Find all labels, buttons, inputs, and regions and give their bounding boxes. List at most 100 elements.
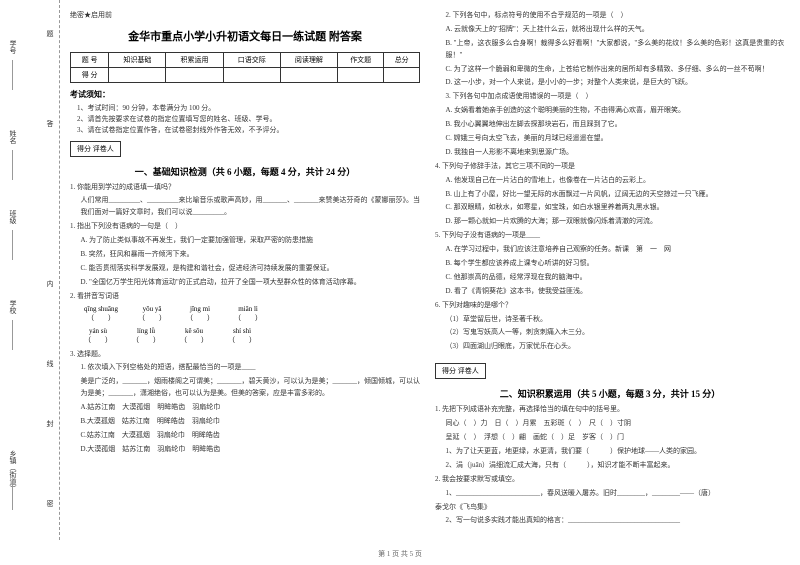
- page-right-column: 2. 下列各句中，标点符号的使用不合乎规范的一项是（ ） A. 云就像天上的"招…: [435, 10, 785, 530]
- q3-opt: C.姑苏江南 大漠孤烟 羽扇纶巾 明眸皓齿: [70, 430, 420, 442]
- opt: A. 女娲看着她亲手创造的这个聪明美丽的生物，不由得满心欢喜，眉开眼笑。: [435, 105, 785, 117]
- pinyin: yán sù: [89, 327, 107, 335]
- sidebar-dash: 密: [45, 500, 55, 507]
- page-footer: 第 1 页 共 5 页: [0, 549, 800, 559]
- table-row: 得 分: [71, 68, 420, 83]
- sidebar-line: [12, 480, 13, 510]
- q1b: 1. 指出下列没有语病的一句是（ ）: [70, 221, 420, 233]
- opt: B. 每个学生都应该养成上课专心听讲的好习惯。: [435, 258, 785, 270]
- th: 积累运用: [166, 53, 223, 68]
- sidebar-line: [12, 320, 13, 350]
- q1-opt: D. "全国亿万学生阳光体育运动"的正式启动，拉开了全国一项大型群众性的体育活动…: [70, 277, 420, 289]
- q1-body: 人们常用_________、_________来比喻音乐或歌声高妙，用_____…: [70, 195, 420, 219]
- td: [338, 68, 384, 83]
- notice-item: 1、考试时间：90 分钟，本卷满分为 100 分。: [70, 103, 420, 114]
- opt: D. 这一小步，对一个人来说，是小小的一步；对整个人类来说，是巨大的飞跃。: [435, 77, 785, 89]
- q3: 3. 选择题。: [70, 349, 420, 361]
- notice-head: 考试须知：: [70, 89, 420, 100]
- sidebar-dash: 内: [45, 280, 55, 287]
- pinyin: yōu yǎ: [143, 305, 162, 313]
- opt: C. 那双眼睛，如秋水，如寒星，如宝珠，如白水银里养着两丸黑水银。: [435, 202, 785, 214]
- pinyin-row: yán sù（ ） líng lǜ（ ） kě sǒu（ ） shí shì（ …: [70, 327, 420, 345]
- notice-item: 3、请在试卷指定位置作答，在试卷密封线外作答无效，不予评分。: [70, 125, 420, 136]
- pinyin: miǎn lì: [238, 305, 258, 313]
- th: 作文题: [338, 53, 384, 68]
- sidebar-field-class: 班级: [8, 210, 18, 224]
- th: 总分: [384, 53, 420, 68]
- notice-item: 2、请首先按要求在试卷的指定位置填写您的姓名、班级、学号。: [70, 114, 420, 125]
- pinyin: qīng shuāng: [84, 305, 118, 313]
- th: 阅读理解: [280, 53, 337, 68]
- pinyin: shí shì: [233, 327, 251, 335]
- s2q2a: 1、________________________，春风送暖入屠苏。旧时___…: [435, 488, 785, 500]
- q3-opt: D.大漠孤烟 姑苏江南 羽扇纶巾 明眸皓齿: [70, 444, 420, 456]
- s2q1r2: 呈延（ ） 浮想（ ）翩 画蛇（ ）足 岁客（ ）门: [435, 432, 785, 444]
- s2q2b: 泰戈尔《飞鸟集》: [435, 502, 785, 514]
- bracket: （ ）: [132, 335, 160, 345]
- sidebar-line: [12, 230, 13, 260]
- opt: A. 在学习过程中，我们应该注意培养自己观察的任务。新课 第 一 网: [435, 244, 785, 256]
- td: [384, 68, 420, 83]
- s2q1b: 2、涓（juān）涓细流汇成大海，只有（ ），知识才能不断丰富起来。: [435, 460, 785, 472]
- q3-2: 2. 下列各句中，标点符号的使用不合乎规范的一项是（ ）: [435, 10, 785, 22]
- s2q2c: 2、写一句说多实践才能出真知的格言：______________________…: [435, 515, 785, 527]
- opt: D. 那一颗心就如一片欢腾的大海；那一双眼就像闪烁着清澈的河流。: [435, 216, 785, 228]
- bracket: （ ）: [234, 313, 262, 323]
- s2q2: 2. 我会按要求默写或填空。: [435, 474, 785, 486]
- opt: C. 他那崇高的品德，经常浮现在我的脑海中。: [435, 272, 785, 284]
- td: [109, 68, 166, 83]
- opt: D. 看了《青铜葵花》这本书，使我受益匪浅。: [435, 286, 785, 298]
- s2q1r1: 同心（ ）力 日（ ）月累 五彩斑（ ） 尺（ ）寸阴: [435, 418, 785, 430]
- scorer-box: 得分 评卷人: [70, 141, 121, 157]
- pinyin-row: qīng shuāng（ ） yōu yǎ（ ） jīng mì（ ） miǎn…: [70, 305, 420, 323]
- q2: 2. 看拼音写词语: [70, 291, 420, 303]
- table-row: 题 号 知识基础 积累运用 口语交际 阅读理解 作文题 总分: [71, 53, 420, 68]
- exam-title: 金华市重点小学小升初语文每日一练试题 附答案: [70, 28, 420, 44]
- bracket: （ ）: [87, 313, 115, 323]
- opt: D. 我独自一人形影不离地来到思源广场。: [435, 147, 785, 159]
- pinyin: jīng mì: [190, 305, 210, 313]
- scorer-box: 得分 评卷人: [435, 363, 486, 379]
- q6a: （1）草堂留后世，诗圣著千秋。: [435, 314, 785, 326]
- td: [166, 68, 223, 83]
- q6b: （2）写鬼写妖高人一等，刺贪刺痛入木三分。: [435, 327, 785, 339]
- q1: 1. 你能用到学过的成语填一填吗？: [70, 182, 420, 194]
- page-left-column: 绝密★启用前 金华市重点小学小升初语文每日一练试题 附答案 题 号 知识基础 积…: [70, 10, 420, 530]
- opt: C. 为了这样一个脆弱和卑微的生命，上苍给它制作出来的居所却有多精致、多仔细、多…: [435, 64, 785, 76]
- q6c: （3）四面湖山归眼底，万家忧乐在心头。: [435, 341, 785, 353]
- th: 口语交际: [223, 53, 280, 68]
- q1-opt: C. 能否贯彻落实科学发展观，是构建和谐社会，促进经济可持续发展的重要保证。: [70, 263, 420, 275]
- q6: 6. 下列对趣味的是哪个？: [435, 300, 785, 312]
- opt: B. "上帝，这衣服多么合身啊！裁得多么好看啊！"大家都说，"多么美的花纹！多么…: [435, 38, 785, 62]
- opt: C. 嫦娥三号向太空飞去，美丽的月球已经遥遥在望。: [435, 133, 785, 145]
- sidebar-dash: 线: [45, 360, 55, 367]
- q5: 5. 下列句子没有语病的一项是____: [435, 230, 785, 242]
- opt: B. 山上有了小屋，好比一望无际的水面飘过一片风帆，辽阔无边的天空掠过一只飞雁。: [435, 189, 785, 201]
- opt: A. 他发现自己在一片沾白的雪地上，也像卷在一片沾白的云彩上。: [435, 175, 785, 187]
- s2q1a: 1、为了让天更蓝，地更绿，水更清，我们要（ ）保护地球——人类的家园。: [435, 446, 785, 458]
- sidebar-field-school: 学校: [8, 300, 18, 314]
- sidebar-dash: 题: [45, 30, 55, 37]
- q3-opt: B.大漠孤烟 姑苏江南 明眸皓齿 羽扇纶巾: [70, 416, 420, 428]
- td: [280, 68, 337, 83]
- bracket: （ ）: [186, 313, 214, 323]
- sidebar-field-town: 乡镇（街道）: [8, 450, 18, 492]
- sidebar-field-name: 姓名: [8, 130, 18, 144]
- s2q1: 1. 先把下列成语补充完整，再选择恰当的填在句中的括号里。: [435, 404, 785, 416]
- q3-opt: A.姑苏江南 大漠孤烟 明眸皓齿 羽扇纶巾: [70, 402, 420, 414]
- q3b: 美是广泛的，_______，烟雨楼阁之可谓美；_______，碧天黄沙，可以认为…: [70, 376, 420, 400]
- q3a: 1. 依次填入下列空格处的短语，搭配最恰当的一项是____: [70, 362, 420, 374]
- q3-3: 3. 下列各句中加点成语使用错误的一项是（ ）: [435, 91, 785, 103]
- sidebar-dash: 封: [45, 420, 55, 427]
- confidential-header: 绝密★启用前: [70, 10, 420, 20]
- bracket: （ ）: [138, 313, 166, 323]
- bracket: （ ）: [228, 335, 256, 345]
- sidebar-line: [12, 150, 13, 180]
- binding-sidebar: 题 学号 答 姓名 班级 内 学校 线 封 乡镇（街道） 密: [0, 0, 60, 540]
- pinyin: kě sǒu: [185, 327, 203, 335]
- bracket: （ ）: [84, 335, 112, 345]
- td: [223, 68, 280, 83]
- td: 得 分: [71, 68, 109, 83]
- q1-opt: B. 突然，狂风和暴雨一齐倾泻下来。: [70, 249, 420, 261]
- q4: 4. 下列句子修辞手法，其它三项不同的一项是: [435, 161, 785, 173]
